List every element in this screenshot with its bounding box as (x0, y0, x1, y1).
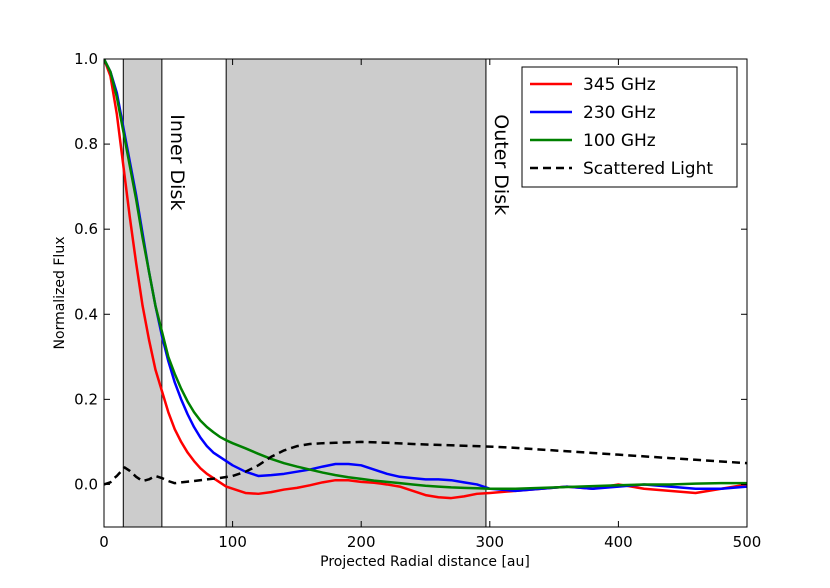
legend-label: 230 GHz (583, 103, 656, 123)
series-scattered-light-line (104, 440, 747, 486)
outer-disk-label: Outer Disk (490, 114, 512, 215)
axis-ticks (103, 58, 748, 527)
inner-disk-label: Inner Disk (166, 114, 188, 210)
x-tick-label: 200 (347, 533, 376, 551)
plot-frame (103, 58, 748, 528)
shaded-regions (122, 59, 487, 527)
inner-disk-region (123, 59, 162, 527)
series-lines (104, 59, 747, 500)
y-tick-label: 0.4 (74, 305, 98, 323)
x-tick-label: 500 (733, 533, 762, 551)
axis-tick-labels: 0 100 200 300 400 500 0.0 0.2 0.4 0.6 0.8 1.0 (74, 50, 761, 551)
x-tick-label: 100 (218, 533, 247, 551)
outer-disk-region (226, 59, 486, 527)
x-tick-label: 0 (99, 533, 109, 551)
y-tick-label: 0.6 (74, 220, 98, 238)
series-100-ghz-line (104, 59, 747, 490)
x-tick-label: 300 (475, 533, 504, 551)
legend-label: Scattered Light (583, 159, 713, 179)
y-tick-label: 0.0 (74, 475, 98, 493)
x-axis-label: Projected Radial distance [au] (320, 554, 530, 570)
x-tick-label: 400 (604, 533, 633, 551)
y-tick-label: 1.0 (74, 50, 98, 68)
y-tick-label: 0.2 (74, 390, 98, 408)
legend-label: 345 GHz (583, 75, 656, 95)
legend: 345 GHz 230 GHz 100 GHz Scattered Light (521, 66, 738, 188)
region-labels: Inner Disk Outer Disk (166, 114, 512, 215)
legend-label: 100 GHz (583, 131, 656, 151)
y-tick-label: 0.8 (74, 135, 98, 153)
y-axis-label: Normalized Flux (52, 237, 68, 350)
